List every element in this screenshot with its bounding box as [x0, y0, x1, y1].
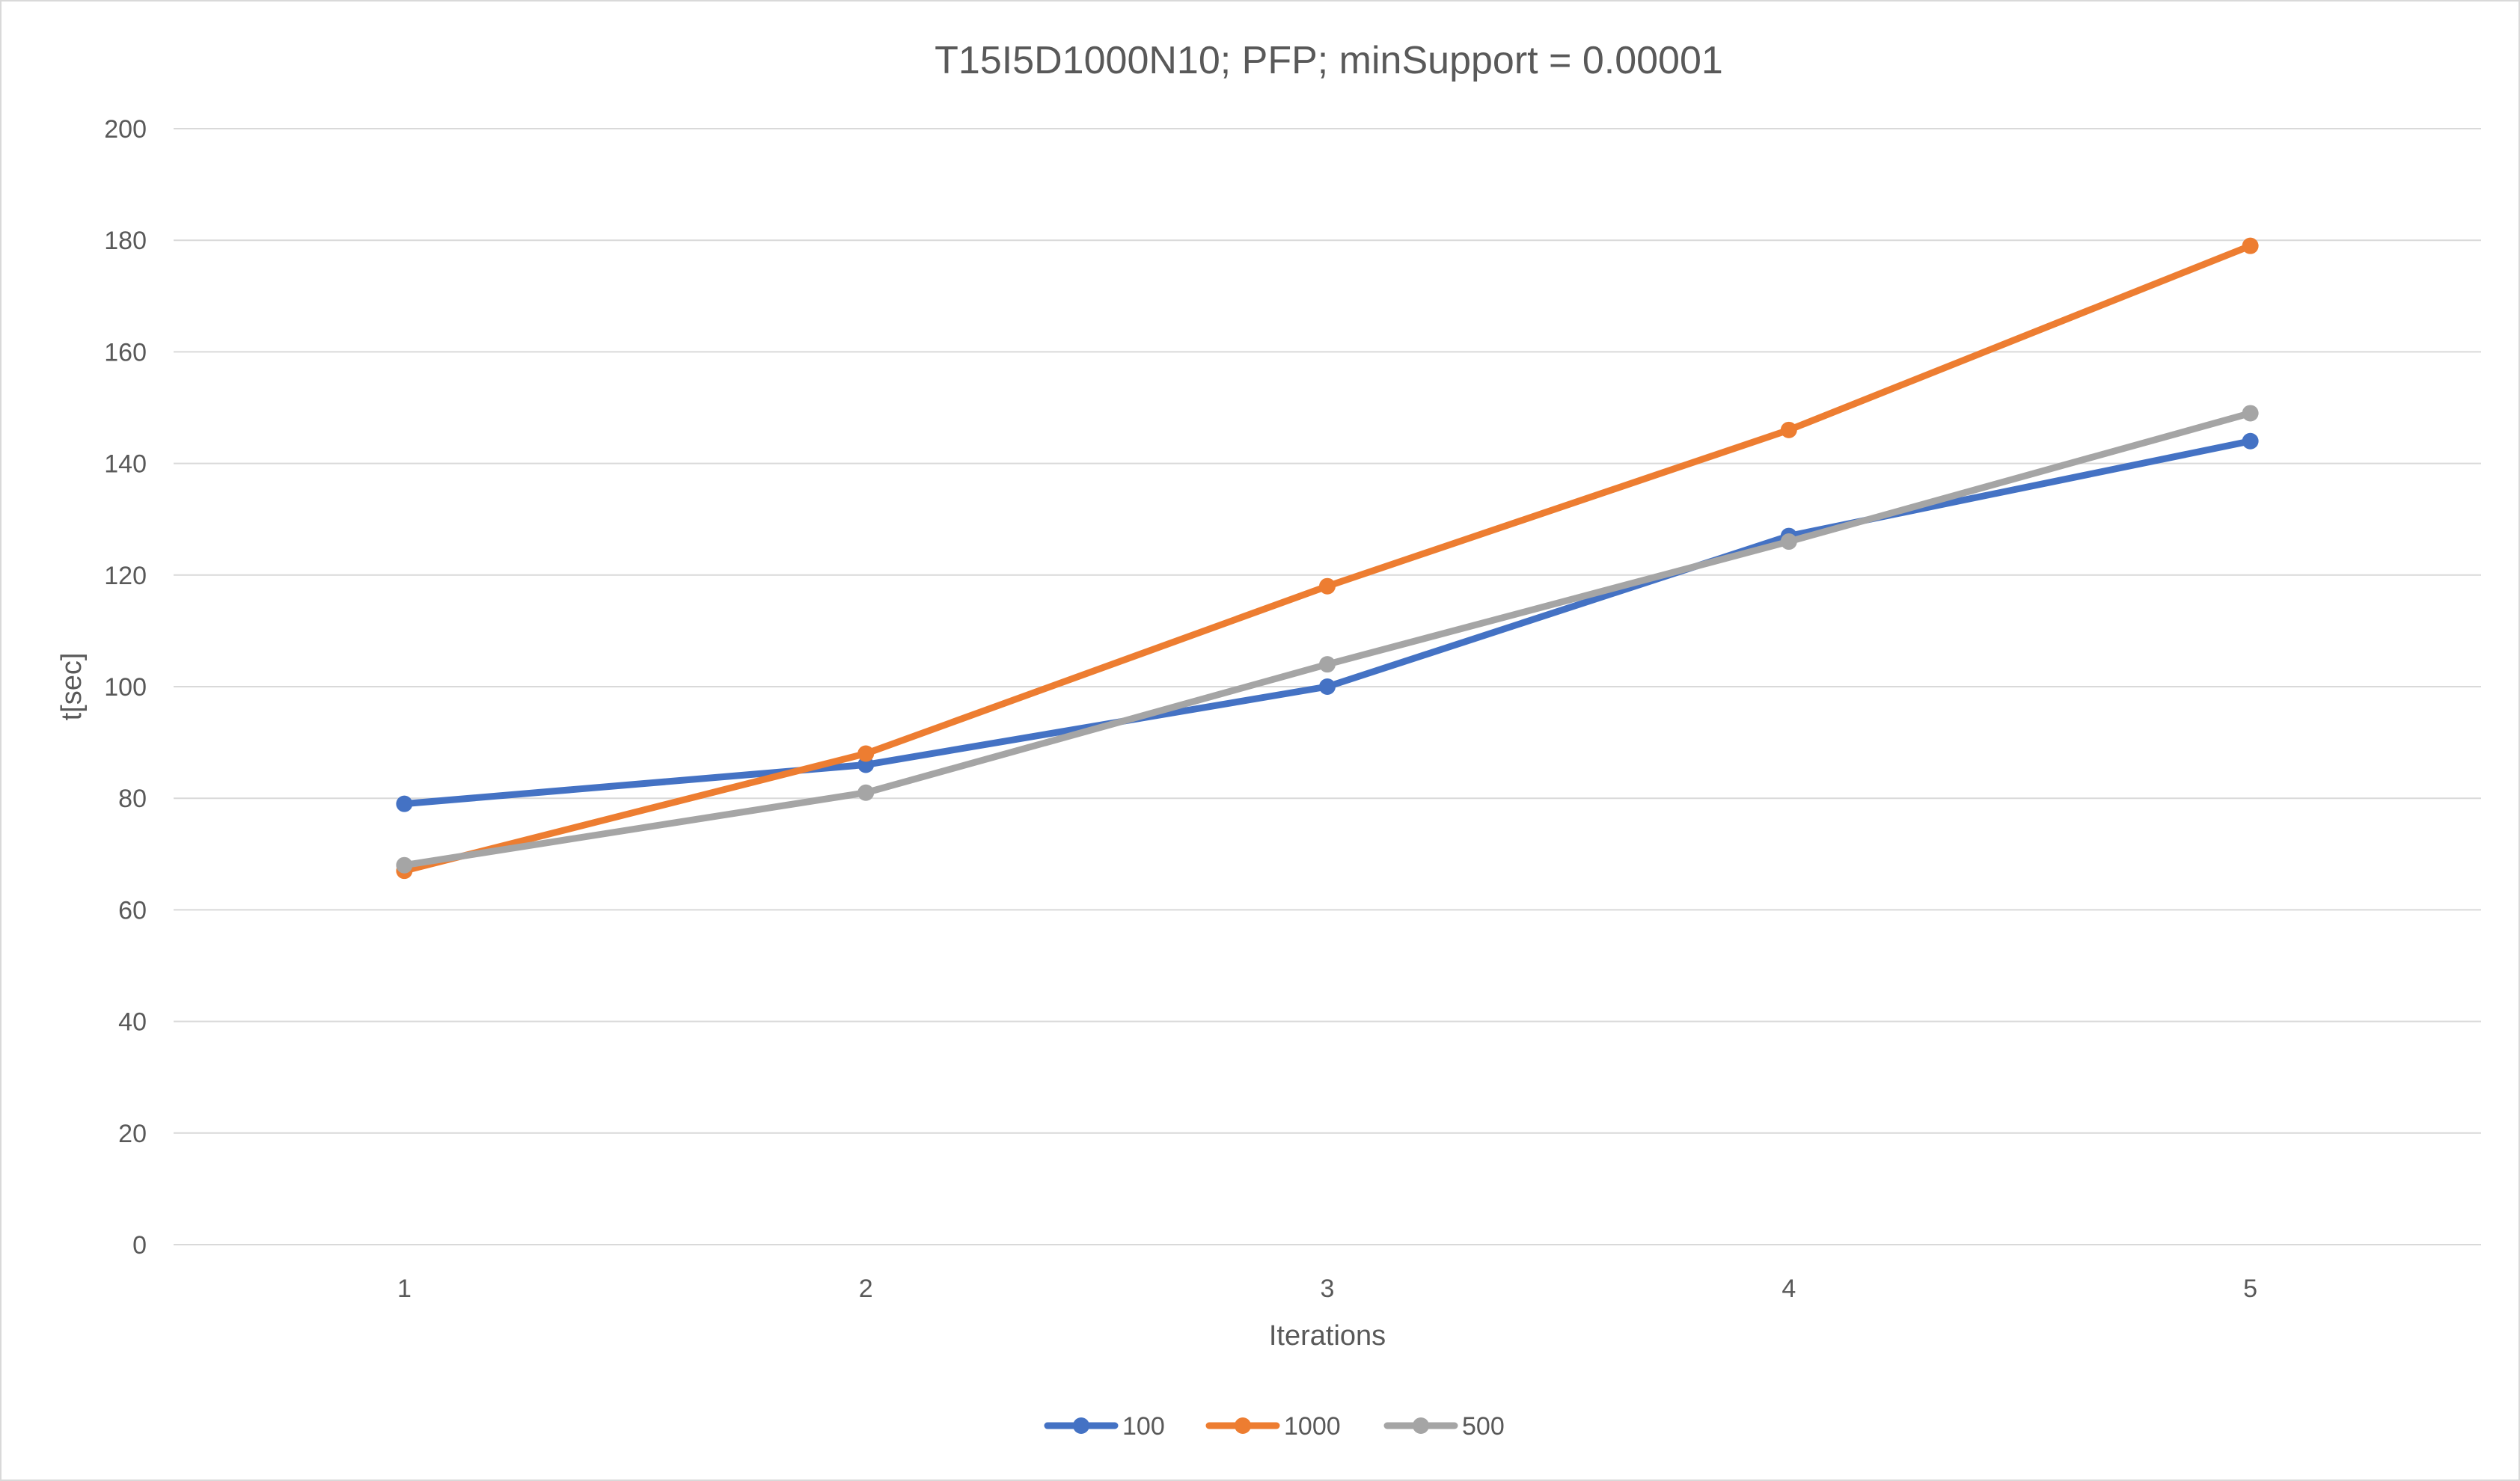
x-tick-label: 2 — [859, 1275, 873, 1303]
data-point — [396, 856, 413, 874]
data-point — [857, 745, 875, 762]
data-point — [1319, 678, 1336, 695]
x-tick-label: 5 — [2243, 1275, 2257, 1303]
x-tick-label: 1 — [397, 1275, 412, 1303]
x-tick-label: 3 — [1321, 1275, 1335, 1303]
legend-item: 500 — [1383, 1412, 1505, 1441]
legend-swatch-marker — [1413, 1417, 1429, 1434]
series-500 — [396, 405, 2259, 874]
legend-label: 1000 — [1284, 1412, 1341, 1441]
data-point — [2242, 432, 2259, 450]
data-point — [857, 784, 875, 801]
data-point — [2242, 237, 2259, 254]
data-point — [1319, 577, 1336, 595]
chart-title: T15I5D1000N10; PFP; minSupport = 0.00001 — [935, 39, 1723, 82]
series-line — [400, 438, 2254, 808]
legend-item: 1000 — [1205, 1412, 1341, 1441]
data-point — [1780, 533, 1797, 551]
x-tick-label: 4 — [1782, 1275, 1796, 1303]
y-tick-label: 200 — [104, 115, 147, 144]
gridlines — [174, 128, 2481, 1245]
y-tick-label: 100 — [104, 673, 147, 702]
data-point — [2242, 405, 2259, 422]
x-axis-label: Iterations — [1269, 1320, 1386, 1352]
y-tick-label: 0 — [132, 1231, 147, 1260]
y-tick-label: 80 — [118, 785, 147, 813]
y-axis-label: t[sec] — [56, 653, 88, 721]
data-point — [1319, 656, 1336, 673]
y-tick-label: 180 — [104, 227, 147, 255]
series-group — [396, 237, 2259, 880]
legend: 100 1000 500 — [1044, 1412, 1505, 1441]
legend-label: 100 — [1122, 1412, 1165, 1441]
y-tick-label: 160 — [104, 338, 147, 367]
legend-label: 500 — [1462, 1412, 1505, 1441]
y-tick-label: 140 — [104, 450, 147, 479]
y-tick-label: 20 — [118, 1120, 147, 1148]
data-point — [396, 795, 413, 812]
legend-swatch-marker — [1235, 1417, 1251, 1434]
y-tick-label: 40 — [118, 1008, 147, 1037]
legend-swatch-marker — [1073, 1417, 1089, 1434]
y-axis-ticks: 0 20 40 60 80 100 120 140 160 180 200 — [104, 115, 147, 1260]
y-tick-label: 120 — [104, 562, 147, 590]
x-axis-ticks: 1 2 3 4 5 — [397, 1275, 2257, 1303]
y-tick-label: 60 — [118, 896, 147, 925]
data-point — [1780, 421, 1797, 438]
legend-item: 100 — [1044, 1412, 1165, 1441]
